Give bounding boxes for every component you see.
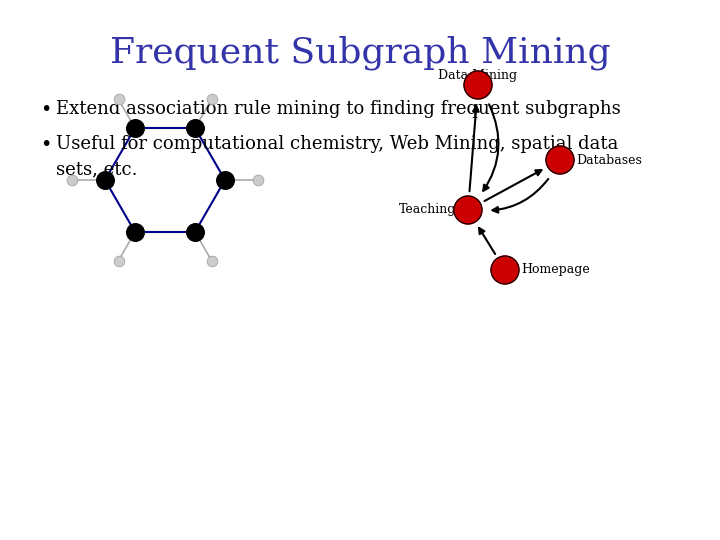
- Text: •: •: [40, 100, 51, 119]
- Point: [113, 95, 125, 104]
- Text: Frequent Subgraph Mining: Frequent Subgraph Mining: [109, 35, 611, 70]
- Point: [130, 228, 141, 237]
- Circle shape: [546, 146, 574, 174]
- Text: Useful for computational chemistry, Web Mining, spatial data
sets, etc.: Useful for computational chemistry, Web …: [56, 135, 618, 178]
- Text: Homepage: Homepage: [521, 264, 590, 276]
- Circle shape: [491, 256, 519, 284]
- Point: [252, 176, 264, 184]
- Point: [206, 95, 217, 104]
- Point: [130, 124, 141, 132]
- Circle shape: [464, 71, 492, 99]
- Point: [189, 124, 201, 132]
- Text: Databases: Databases: [576, 153, 642, 166]
- Point: [206, 256, 217, 265]
- Point: [66, 176, 78, 184]
- Text: Teaching: Teaching: [399, 204, 456, 217]
- Point: [113, 256, 125, 265]
- Point: [219, 176, 230, 184]
- Circle shape: [454, 196, 482, 224]
- Text: Data Mining: Data Mining: [438, 69, 518, 82]
- Point: [189, 228, 201, 237]
- Text: •: •: [40, 135, 51, 154]
- Point: [99, 176, 111, 184]
- Text: Extend association rule mining to finding frequent subgraphs: Extend association rule mining to findin…: [56, 100, 621, 118]
